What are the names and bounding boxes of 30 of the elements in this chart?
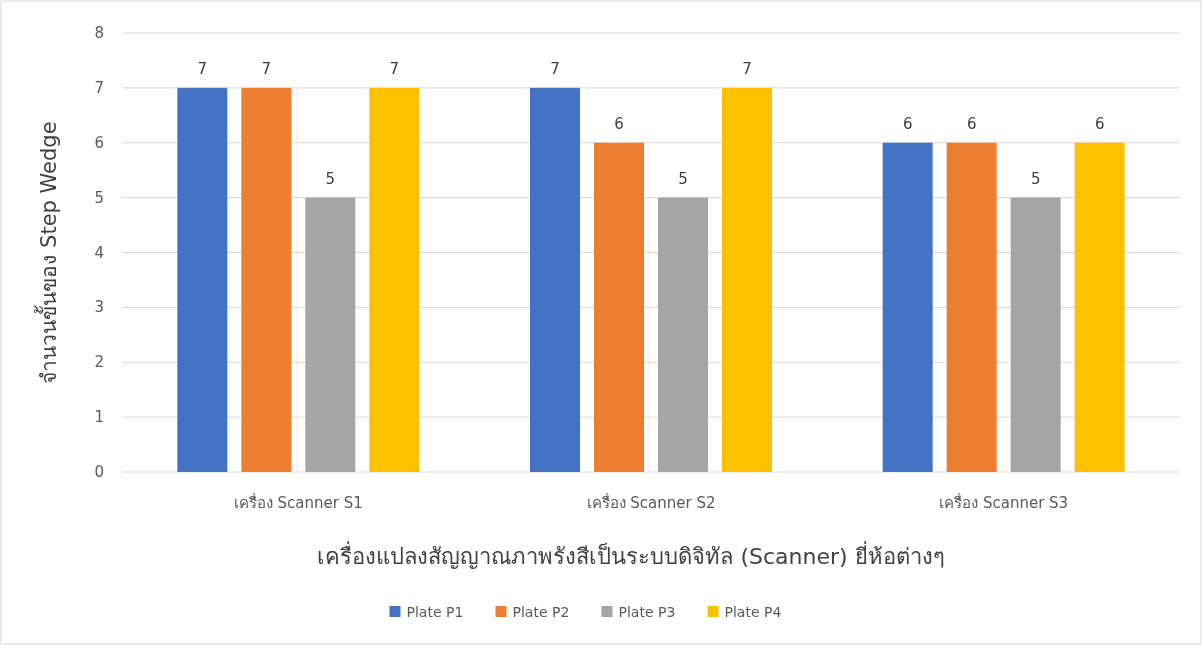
y-tick-label: 1 [94,408,104,427]
data-label: 6 [902,114,913,133]
data-label: 6 [614,114,624,133]
data-label: 5 [1030,169,1041,188]
x-tick-label: เครื่อง Scanner S2 [586,492,716,512]
y-tick-label: 5 [94,188,104,207]
data-label: 5 [678,169,688,188]
y-tick-label: 7 [94,78,104,97]
y-tick-label: 8 [94,24,104,42]
data-label: 6 [966,114,977,133]
data-label: 7 [550,59,560,78]
y-tick-label: 3 [94,298,104,317]
legend-label: Plate P2 [512,604,570,620]
data-label: 6 [1094,114,1105,133]
data-label: 7 [197,59,208,78]
data-label: 7 [261,59,272,78]
legend-label: Plate P1 [406,604,464,620]
x-tick-label: เครื่อง Scanner S1 [233,492,363,512]
data-label: 7 [742,59,752,78]
x-tick-label: เครื่อง Scanner S3 [939,492,1069,512]
y-tick-label: 4 [94,243,104,262]
legend-label: Plate P3 [618,604,676,620]
x-axis-title: เครื่องแปลงสัญญาณภาพรังสีเป็นระบบดิจิทัล (Scanner) ยี่ห้อต่างๆ [317,541,945,569]
y-axis-title: จำนวนขั้นของ Step Wedge [34,121,61,384]
data-label: 7 [389,59,400,78]
legend-label: Plate P4 [724,604,782,620]
y-tick-label: 0 [94,463,104,481]
y-tick-label: 2 [94,353,104,372]
y-tick-label: 6 [94,133,104,152]
data-label: 5 [325,169,336,188]
